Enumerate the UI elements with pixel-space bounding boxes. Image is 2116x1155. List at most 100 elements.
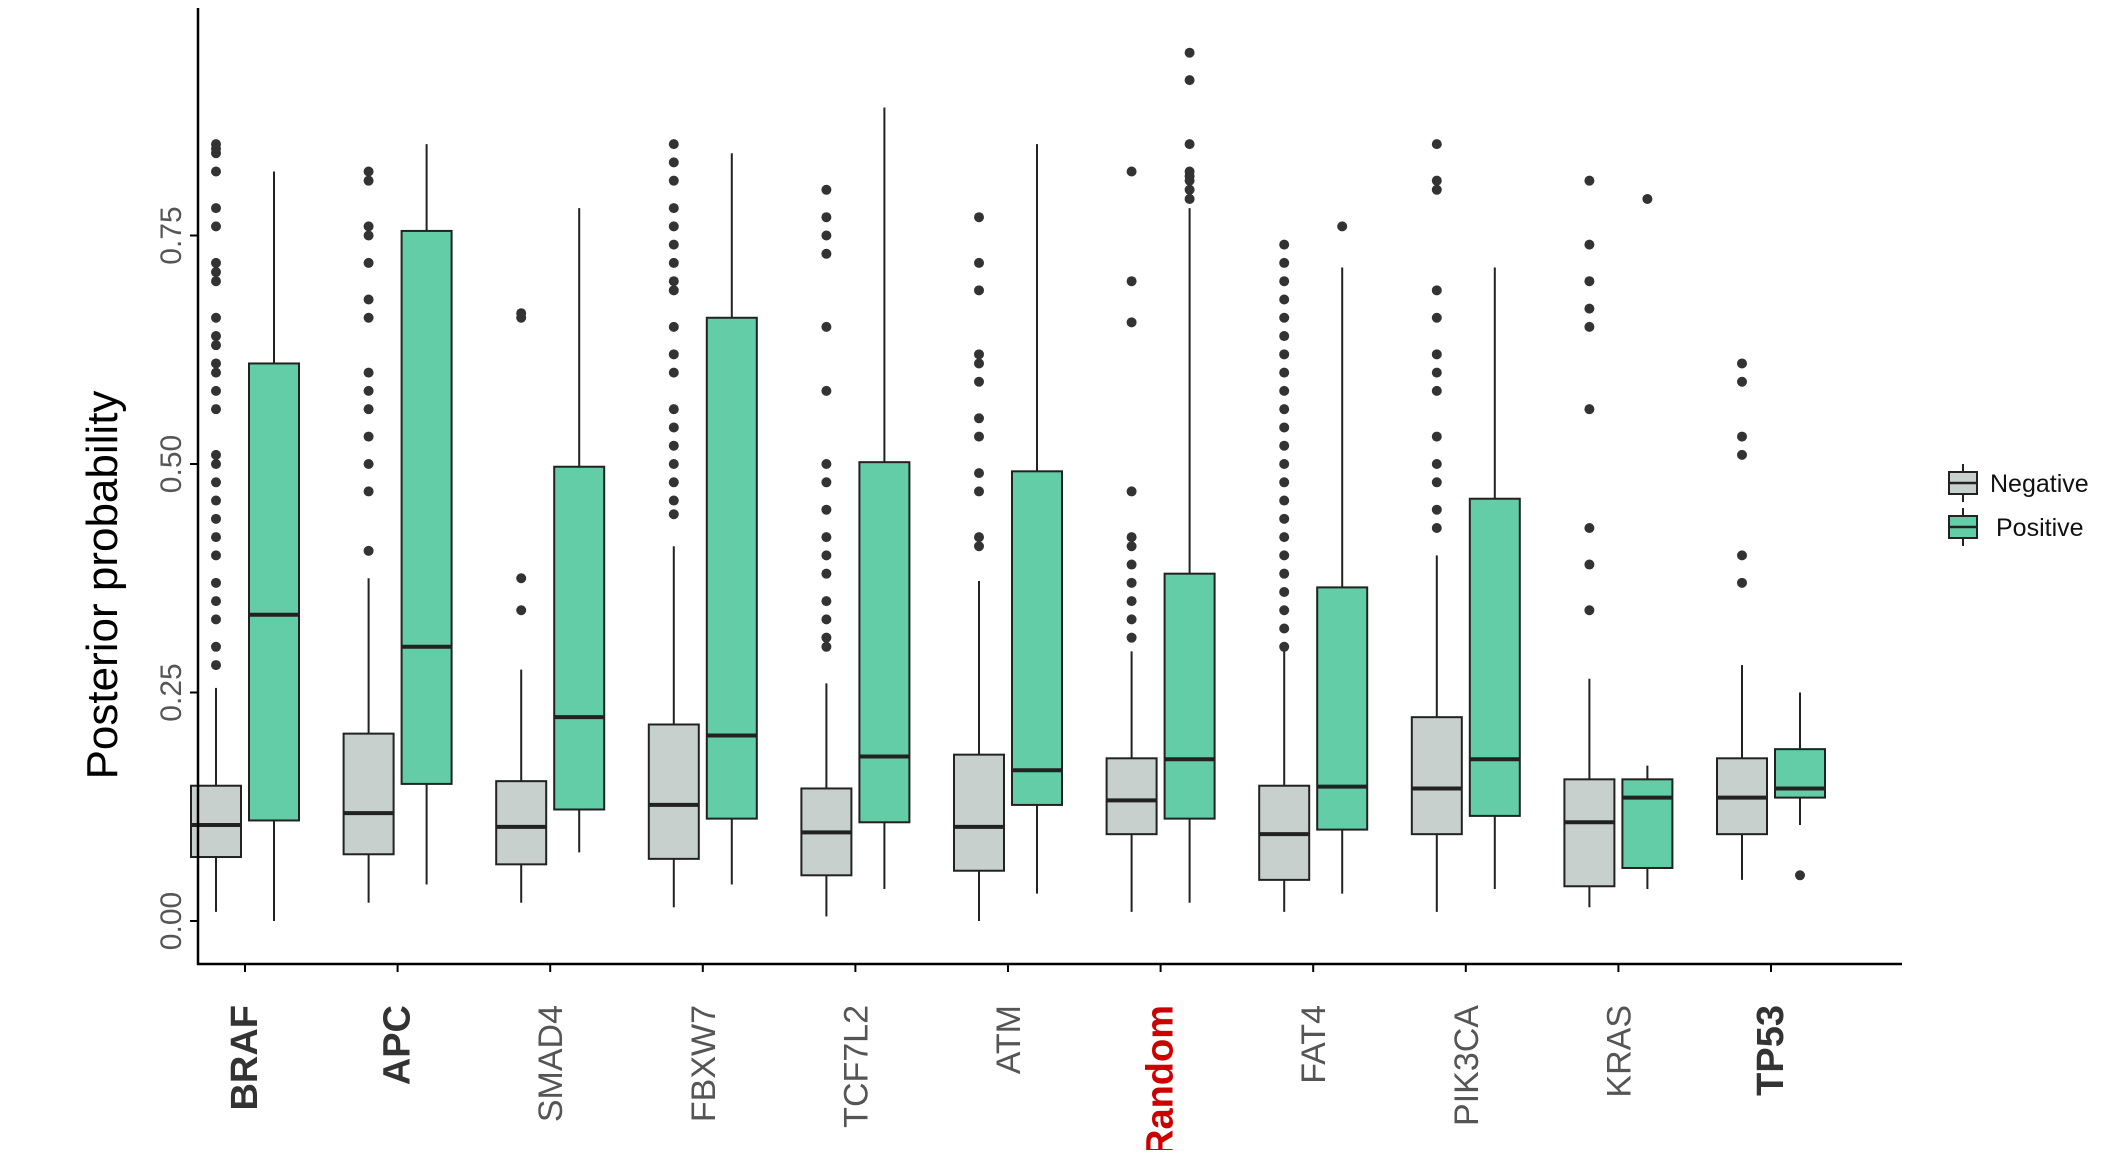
outlier-point (211, 166, 221, 177)
outlier-point (821, 568, 832, 579)
outlier-point (1279, 422, 1290, 433)
box-positive-atm (1011, 144, 1063, 894)
outlier-point (1126, 614, 1137, 625)
x-tick-label-fbxw7: FBXW7 (685, 1005, 723, 1122)
box-body (495, 780, 548, 866)
outlier-point (1431, 459, 1442, 469)
outlier-point (363, 312, 374, 323)
outlier-point (363, 221, 374, 232)
outlier-point (821, 614, 832, 625)
outlier-point (668, 321, 679, 332)
outlier-point (1184, 47, 1195, 58)
outlier-point (821, 230, 832, 241)
box-body (1105, 757, 1158, 836)
box-negative-kras (1563, 175, 1616, 908)
outlier-point (211, 385, 221, 396)
box-negative-random (1105, 166, 1158, 912)
outlier-point (974, 541, 984, 552)
box-body (248, 362, 300, 822)
outlier-point (1126, 317, 1137, 328)
outlier-point (211, 596, 221, 607)
box-positive-braf (248, 171, 300, 921)
box-body (1563, 778, 1616, 888)
outlier-point (1431, 175, 1442, 186)
outlier-point (211, 203, 221, 214)
outlier-point (668, 440, 679, 451)
x-tick-label-random: Random (1140, 1005, 1182, 1150)
outlier-point (668, 459, 679, 469)
box-body (553, 465, 606, 811)
outlier-point (1279, 477, 1290, 488)
outlier-point (516, 605, 527, 616)
outlier-point (668, 276, 679, 287)
box-positive-fat4 (1316, 221, 1369, 894)
outlier-point (821, 641, 832, 652)
outlier-point (211, 513, 221, 524)
outlier-point (211, 257, 221, 268)
box-body (1163, 572, 1216, 820)
legend-label: Positive (1996, 514, 2084, 542)
box-positive-kras (1621, 193, 1674, 890)
outlier-point (668, 477, 679, 488)
outlier-point (974, 468, 984, 479)
outlier-point (363, 257, 374, 268)
box-body (647, 723, 700, 860)
outlier-point (211, 404, 221, 415)
outlier-point (211, 267, 221, 278)
outlier-point (1279, 605, 1290, 616)
outlier-point (1584, 175, 1595, 186)
outlier-point (1584, 321, 1595, 332)
outlier-point (1184, 184, 1195, 195)
outlier-point (1126, 632, 1137, 643)
outlier-point (1126, 596, 1137, 607)
box-negative-atm (953, 212, 1005, 921)
outlier-point (1584, 239, 1595, 250)
y-tick-label: 0.00 (155, 892, 188, 950)
outlier-point (211, 312, 221, 323)
outlier-point (1279, 276, 1290, 287)
box-negative-pik3ca (1410, 139, 1463, 912)
outlier-point (363, 166, 374, 177)
outlier-point (1431, 504, 1442, 515)
outlier-point (1279, 532, 1290, 543)
outlier-point (974, 212, 984, 223)
outlier-point (1795, 870, 1805, 881)
box-body (953, 753, 1005, 872)
outlier-point (1431, 312, 1442, 323)
outlier-point (1431, 139, 1442, 150)
outlier-point (1126, 486, 1137, 497)
outlier-point (1737, 376, 1747, 387)
box-body (858, 461, 911, 824)
outlier-point (1126, 276, 1137, 287)
box-negative-apc (342, 166, 395, 903)
outlier-point (363, 230, 374, 241)
outlier-point (1184, 139, 1195, 150)
outlier-point (363, 294, 374, 305)
outlier-point (211, 139, 221, 150)
legend-item-negative: Negative (1948, 464, 2089, 502)
outlier-point (363, 404, 374, 415)
outlier-point (668, 239, 679, 250)
outlier-point (1737, 431, 1747, 442)
x-tick-label-apc: APC (377, 1005, 419, 1085)
outlier-point (1279, 568, 1290, 579)
legend-item-positive: Positive (1948, 508, 2084, 546)
outlier-point (363, 545, 374, 556)
outlier-point (974, 413, 984, 424)
outlier-point (1431, 385, 1442, 396)
outlier-point (668, 221, 679, 232)
outlier-point (668, 349, 679, 360)
outlier-point (1431, 477, 1442, 488)
legend: Negative Positive (1948, 464, 2089, 546)
outlier-point (211, 221, 221, 232)
outlier-point (1126, 541, 1137, 552)
box-positive-apc (400, 144, 453, 885)
box-body (400, 229, 453, 785)
outlier-point (1642, 193, 1653, 204)
outlier-point (668, 495, 679, 506)
outlier-point (821, 459, 832, 469)
outlier-point (668, 157, 679, 168)
box-negative-tp53 (1716, 358, 1768, 880)
outlier-point (211, 276, 221, 287)
